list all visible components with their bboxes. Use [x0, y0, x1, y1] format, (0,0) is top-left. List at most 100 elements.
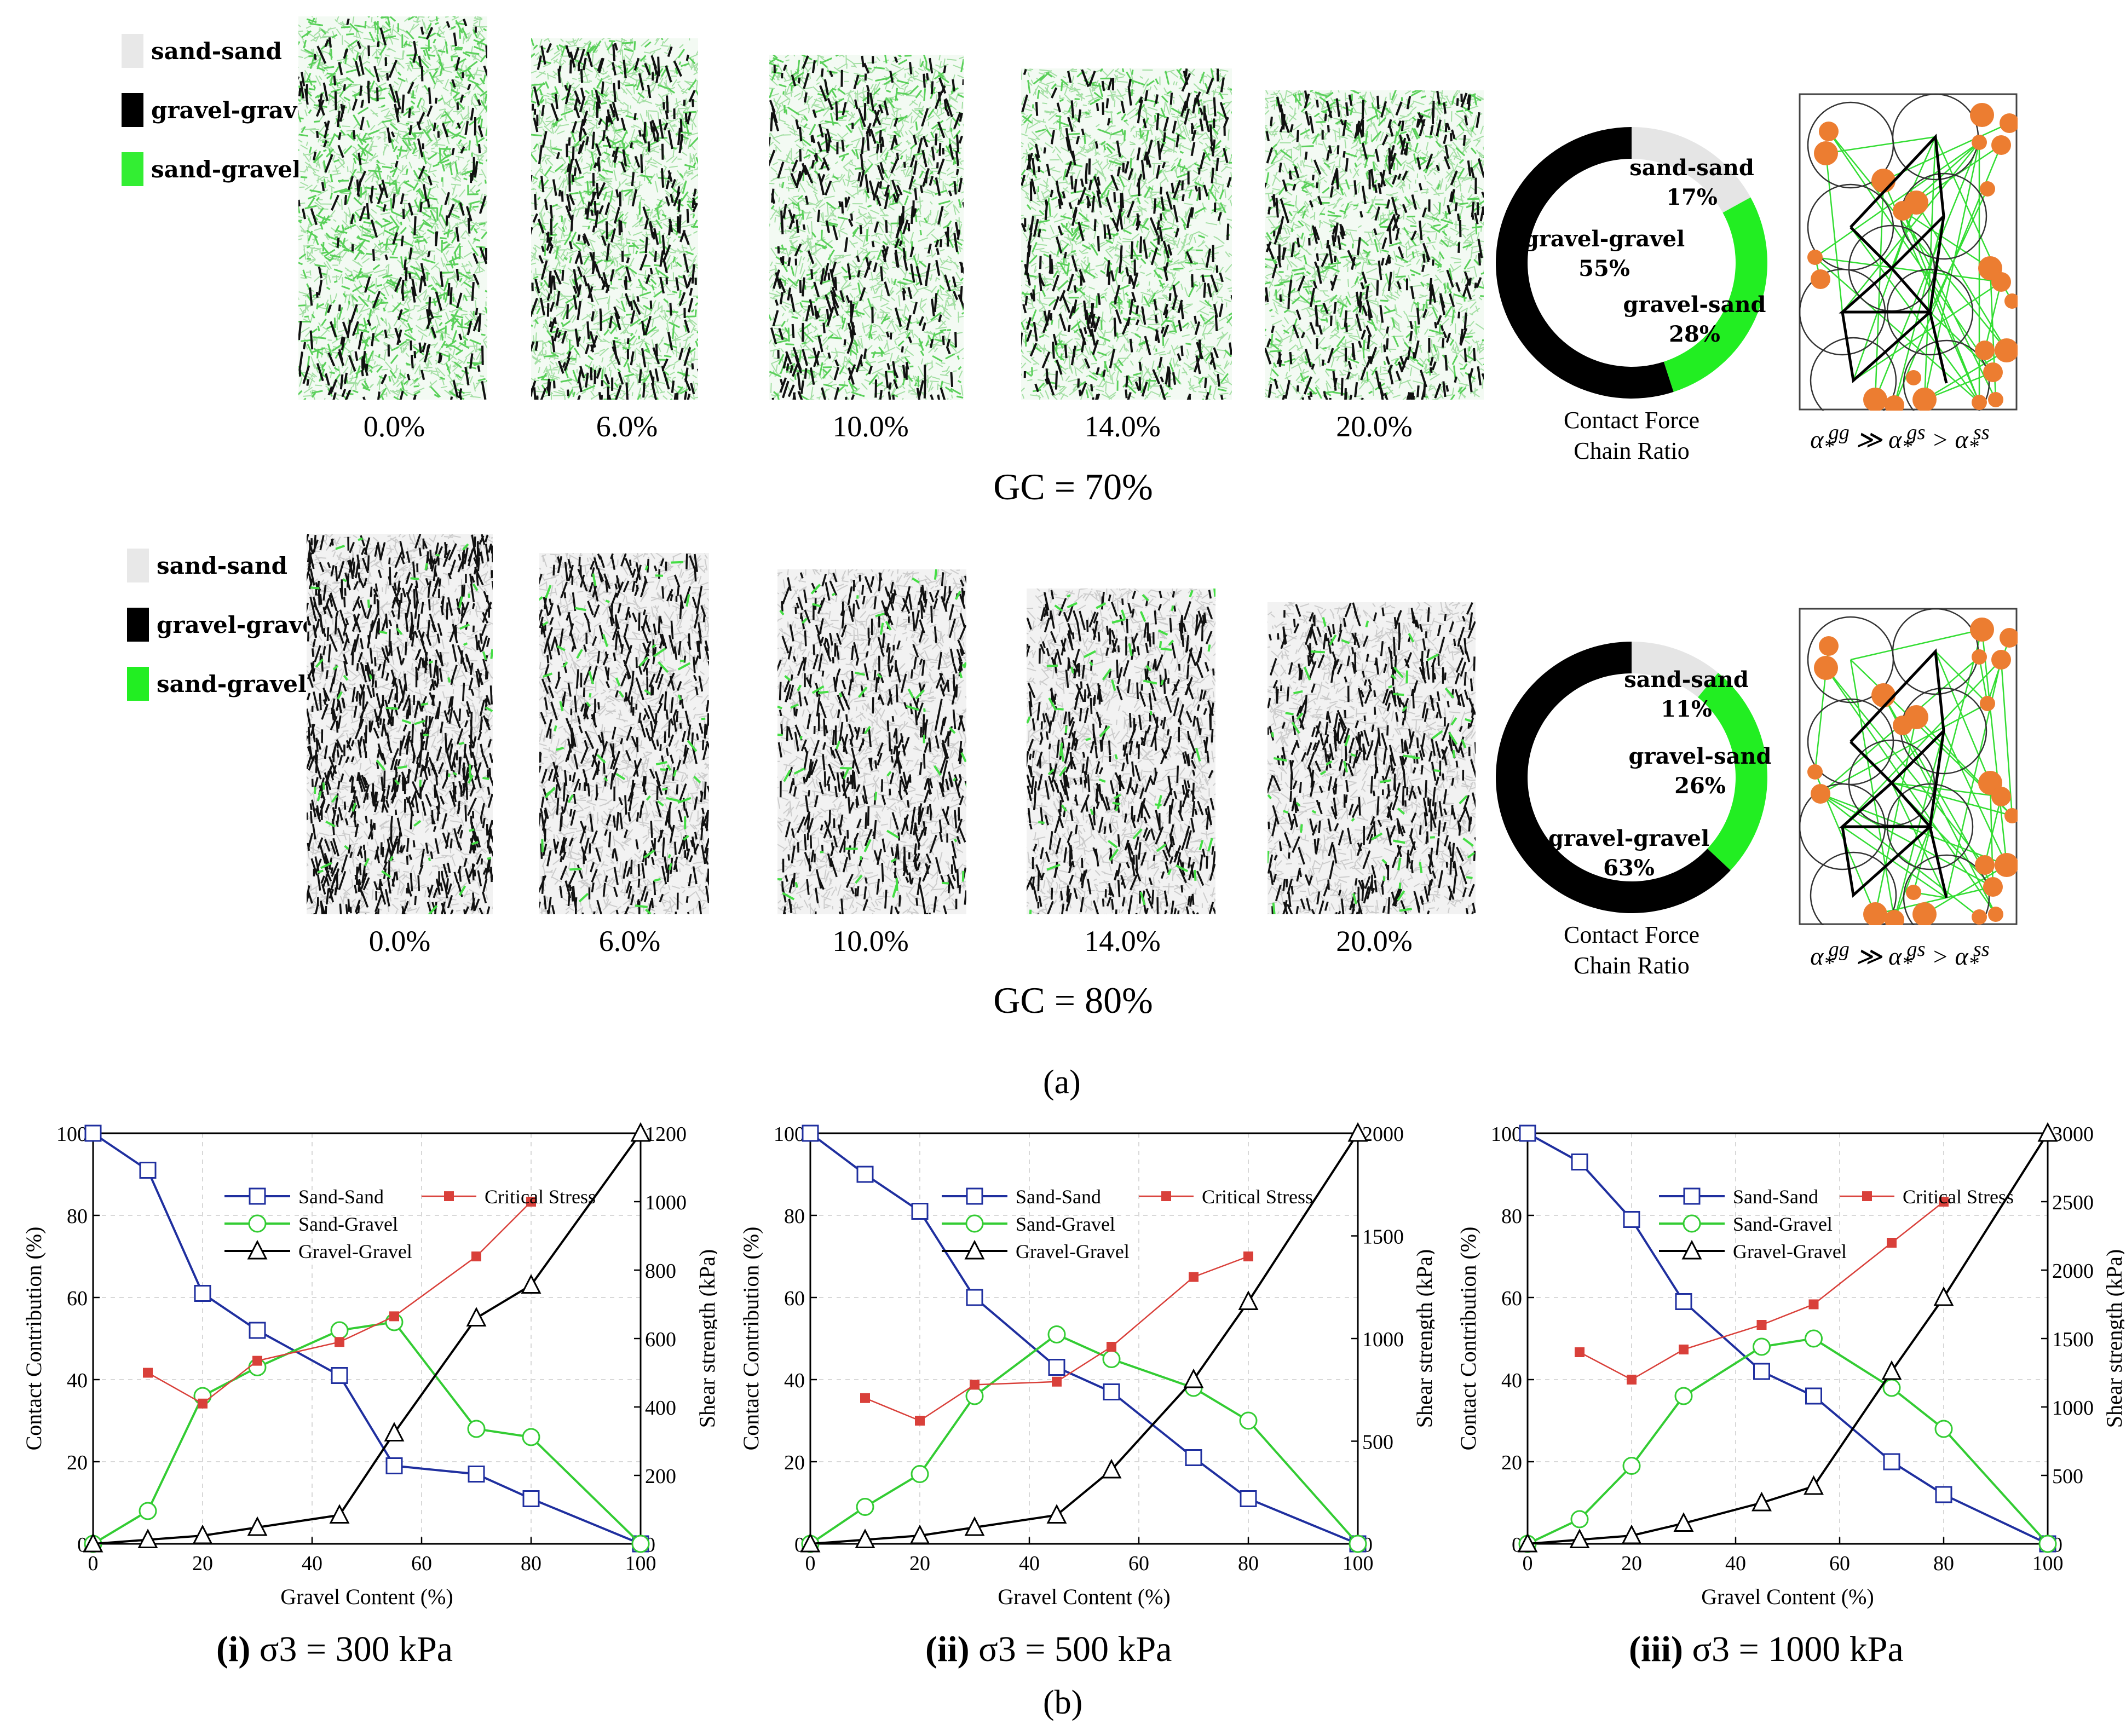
legend-label: Sand-Gravel	[298, 1213, 398, 1235]
x-axis-label: Gravel Content (%)	[1701, 1584, 1874, 1609]
x-tick-label: 60	[411, 1552, 432, 1575]
y2-tick-label: 600	[645, 1328, 676, 1351]
data-point	[856, 1498, 874, 1516]
data-point	[1674, 1387, 1693, 1405]
data-point	[966, 1289, 983, 1306]
ring-label-gravel-gravel: gravel-gravel 55%	[1522, 224, 1686, 284]
sand-particle	[1980, 696, 1995, 711]
y-axis-label: Contact Contribution (%)	[739, 1227, 763, 1451]
data-point	[631, 1535, 650, 1553]
sand-particle	[1972, 909, 1987, 925]
gravel-particle	[1903, 339, 1990, 411]
specimen-image	[1027, 589, 1215, 914]
x-tick-label: 100	[625, 1552, 656, 1575]
data-point	[860, 1393, 870, 1403]
gravel-gravel-chains	[1027, 590, 1215, 914]
sand-particle	[1983, 877, 2003, 897]
sand-particle	[1991, 135, 2011, 155]
sand-particle	[1912, 902, 1937, 925]
sand-particle	[1863, 388, 1887, 411]
specimen-caption: 0.0%	[368, 925, 431, 958]
alpha-gg: α*gg	[1810, 421, 1850, 459]
y2-axis-label: Shear strength (kPa)	[2102, 1249, 2124, 1428]
specimen-caption: 10.0%	[832, 925, 909, 958]
data-point	[1240, 1490, 1257, 1507]
data-point	[335, 1337, 344, 1347]
legend-label: Sand-Sand	[1733, 1186, 1818, 1208]
sand-particle	[1814, 141, 1838, 165]
x-tick-label: 40	[1725, 1552, 1746, 1575]
data-point	[1935, 1486, 1952, 1503]
sand-particle	[1991, 650, 2011, 670]
data-point	[139, 1162, 157, 1179]
legend-label: sand-gravel	[151, 155, 301, 183]
y-tick-label: 80	[67, 1205, 88, 1228]
specimen-caption: 6.0%	[598, 925, 661, 958]
legend-sand-sand: sand-sand	[122, 34, 282, 68]
y2-tick-label: 2000	[1362, 1123, 1404, 1146]
alpha-gg: α*gg	[1810, 938, 1850, 976]
legend-label: gravel-gravel	[151, 96, 321, 124]
ring-label-sand-sand: sand-sand 11%	[1610, 665, 1763, 724]
series-line-sand-gravel	[1527, 1337, 2049, 1545]
gravel-gravel-chain	[1839, 648, 1948, 898]
ring-label-gravel-sand: gravel-sand 26%	[1621, 742, 1779, 801]
ring-caption-line: Chain Ratio	[1574, 437, 1690, 464]
data-point	[471, 1251, 481, 1261]
data-point	[249, 1322, 266, 1339]
specimen-caption: 14.0%	[1084, 410, 1161, 443]
ring-segment-value: 55%	[1578, 256, 1630, 281]
data-point	[965, 1387, 984, 1405]
sand-particle	[1970, 618, 1994, 642]
legend-swatch	[127, 608, 149, 642]
alpha-gs: α*gs	[1888, 938, 1926, 976]
x-tick-label: 20	[192, 1552, 213, 1575]
data-point	[911, 1465, 929, 1483]
data-point	[1627, 1375, 1637, 1385]
data-point	[970, 1380, 980, 1390]
data-point	[1183, 1368, 1204, 1388]
data-point	[248, 1214, 267, 1233]
gc-label: GC = 70%	[993, 466, 1153, 507]
legend-gravel-gravel: gravel-gravel	[127, 608, 326, 642]
ring-caption: Contact Force Chain Ratio	[1517, 405, 1747, 466]
panel-b-label-text: (b)	[1043, 1684, 1083, 1721]
data-point	[466, 1307, 487, 1326]
alpha-ss: α*ss	[1955, 938, 1990, 976]
specimen-image	[769, 55, 964, 400]
sand-particle	[1995, 338, 2018, 362]
ring-caption-line: Contact Force	[1563, 921, 1700, 948]
data-point	[1887, 1238, 1897, 1248]
legend-swatch	[127, 667, 149, 701]
ring-caption-line: Contact Force	[1563, 407, 1700, 434]
y-tick-label: 60	[1501, 1287, 1522, 1310]
y-tick-label: 80	[784, 1205, 805, 1228]
gravel-gravel-chains	[307, 534, 493, 914]
sand-particle	[1980, 181, 1995, 197]
sand-particle	[1972, 395, 1987, 410]
sand-gravel-chains	[1267, 617, 1475, 914]
data-point	[1052, 1376, 1062, 1387]
subtitle-text: σ3 = 300 kPa	[259, 1629, 453, 1669]
data-point	[964, 1516, 985, 1536]
sand-sand-chains	[531, 38, 698, 400]
data-point	[192, 1524, 213, 1544]
gravel-gravel-chains	[1265, 90, 1484, 400]
data-point	[1882, 1379, 1901, 1397]
ring-label-gravel-sand: gravel-sand 28%	[1615, 290, 1774, 349]
data-point	[1569, 1529, 1590, 1548]
gravel-particle	[1810, 851, 1897, 925]
y-axis-label: Contact Contribution (%)	[21, 1227, 46, 1451]
specimen-caption: 20.0%	[1336, 925, 1413, 958]
data-point	[522, 1428, 540, 1446]
y2-tick-label: 1000	[1362, 1328, 1404, 1351]
schematic-box	[1799, 93, 2018, 411]
data-point	[1683, 1187, 1701, 1205]
data-point	[329, 1504, 350, 1524]
y-tick-label: 40	[67, 1369, 88, 1392]
y2-tick-label: 1000	[645, 1191, 687, 1214]
data-point	[1751, 1491, 1772, 1512]
data-point	[198, 1398, 208, 1409]
data-point	[1239, 1411, 1258, 1430]
gravel-gravel-chains	[1021, 68, 1232, 400]
